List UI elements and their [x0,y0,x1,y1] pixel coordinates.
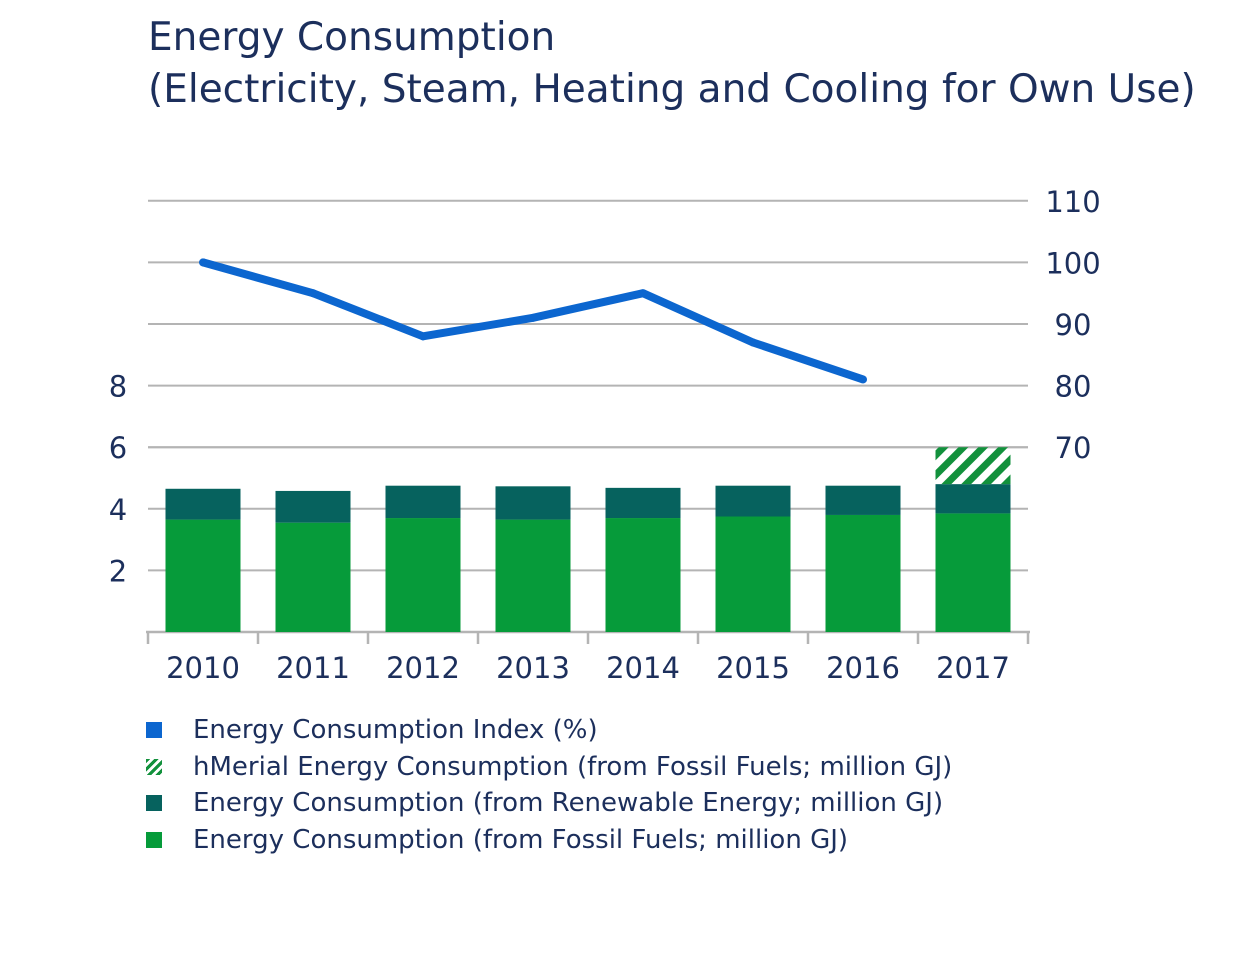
bar-renewable-2014 [605,487,681,519]
y-right-tick-label-80: 80 [1055,370,1092,404]
y-right-tick-label-90: 90 [1055,308,1092,342]
bar-renewable-2016 [825,485,901,515]
x-tick-label-2016: 2016 [826,651,900,685]
legend-item: Energy Consumption Index (%) [146,712,952,749]
legend-label: Energy Consumption (from Fossil Fuels; m… [193,824,849,855]
green-square-icon [146,831,162,848]
legend-item: Energy Consumption (from Renewable Energ… [146,785,952,822]
hatched-square-icon [146,758,162,775]
bar-fossil-2015 [715,516,791,632]
bar-hatched-2017 [935,447,1011,485]
blue-square-icon [146,722,162,739]
bar-renewable-2013 [495,486,571,520]
index-point-2015 [749,338,757,347]
y-right-tick-label-110: 110 [1045,185,1100,219]
bar-fossil-2013 [495,519,571,632]
bar-fossil-2010 [165,519,241,632]
x-tick-label-2013: 2013 [496,651,570,685]
chart-legend: Energy Consumption Index (%) hMerial Ener… [146,712,952,858]
index-point-2012 [419,332,427,341]
bar-renewable-2010 [165,488,241,520]
legend-item: Energy Consumption (from Fossil Fuels; m… [146,822,952,859]
x-tick-label-2012: 2012 [386,651,460,685]
x-tick-label-2011: 2011 [276,651,350,685]
index-point-2013 [529,313,537,322]
bar-fossil-2017 [935,513,1011,632]
legend-label: Energy Consumption (from Renewable Energ… [193,788,944,819]
y-left-tick-label-6: 6 [109,431,127,465]
y-left-tick-label-2: 2 [109,554,127,588]
bar-renewable-2012 [385,485,461,519]
legend-label: Energy Consumption Index (%) [193,715,598,746]
index-point-2016 [859,375,867,384]
x-tick-label-2015: 2015 [716,651,790,685]
y-right-tick-label-70: 70 [1055,431,1092,465]
bar-fossil-2012 [385,518,461,632]
index-point-2010 [199,258,207,267]
bar-renewable-2015 [715,485,791,517]
chart-title: Energy Consumption (Electricity, Steam, … [148,12,1196,116]
x-tick-label-2014: 2014 [606,651,680,685]
legend-label: hMerial Energy Consumption (from Fossil … [193,751,953,782]
bar-fossil-2014 [605,518,681,632]
chart-title-line-2: (Electricity, Steam, Heating and Cooling… [148,67,1196,112]
bar-renewable-2017 [935,484,1011,514]
y-left-tick-label-4: 4 [109,493,127,527]
dark-teal-square-icon [146,795,162,812]
x-tick-label-2017: 2017 [936,651,1010,685]
legend-item: hMerial Energy Consumption (from Fossil … [146,749,952,786]
y-left-tick-label-8: 8 [109,370,127,404]
chart-title-line-1: Energy Consumption [148,15,556,60]
bar-fossil-2011 [275,522,351,632]
bar-renewable-2011 [275,490,351,523]
x-tick-label-2010: 2010 [166,651,240,685]
y-right-tick-label-100: 100 [1045,246,1100,280]
index-point-2014 [639,289,647,298]
index-point-2011 [309,289,317,298]
bar-fossil-2016 [825,514,901,632]
